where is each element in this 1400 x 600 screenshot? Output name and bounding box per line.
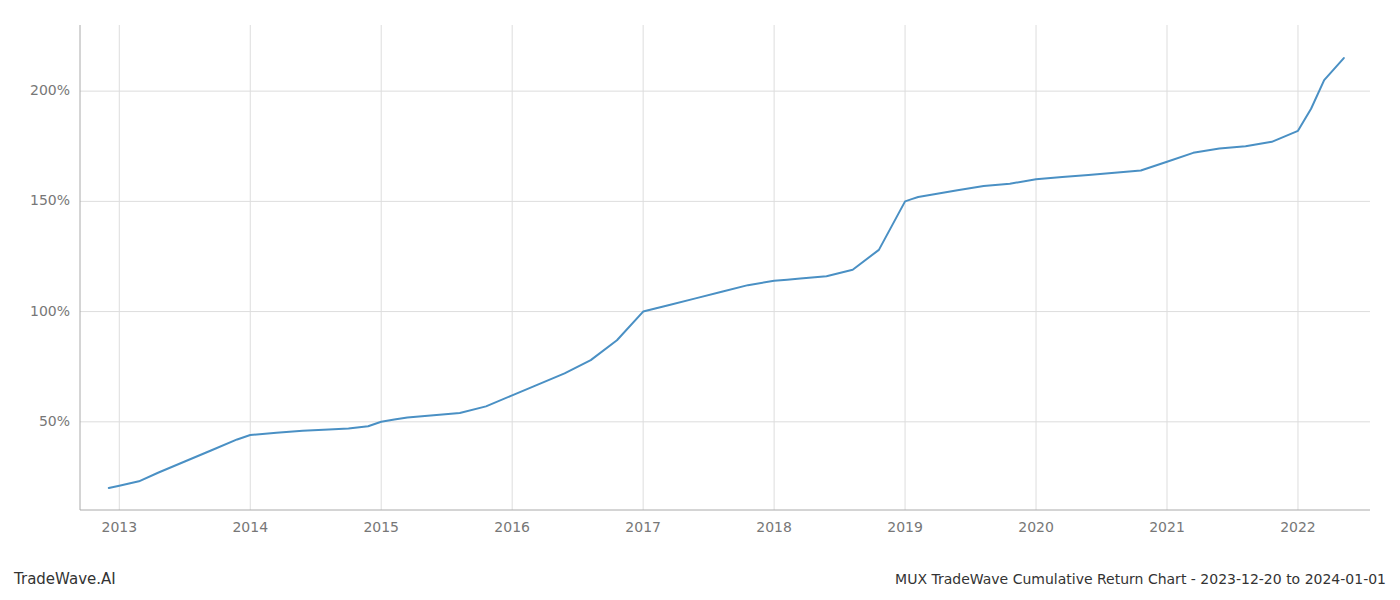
x-tick-label: 2017 [625, 519, 661, 535]
chart: 50% 100% 150% 200% 2013 2014 2015 2016 2017 2018 2… [0, 0, 1400, 600]
x-tick-label: 2015 [363, 519, 399, 535]
x-grid-line [1297, 25, 1298, 510]
x-tick-label: 2013 [101, 519, 137, 535]
y-tick-label: 100% [30, 303, 70, 319]
x-tick-label: 2014 [232, 519, 268, 535]
x-tick-label: 2022 [1280, 519, 1316, 535]
grid [80, 25, 1370, 510]
x-grid-line [381, 25, 382, 510]
x-grid-line [512, 25, 513, 510]
x-tick-label: 2016 [494, 519, 530, 535]
x-grid-line [250, 25, 251, 510]
y-grid-line [80, 421, 1370, 422]
x-axis-line [80, 510, 1370, 511]
return-line [109, 58, 1344, 488]
x-grid-line [1167, 25, 1168, 510]
x-grid-line [1036, 25, 1037, 510]
y-grid-line [80, 91, 1370, 92]
y-tick-label: 200% [30, 82, 70, 98]
watermark: TradeWave.AI [13, 570, 116, 588]
y-tick-label: 50% [39, 413, 70, 429]
plot-area [109, 58, 1344, 488]
x-tick-label: 2020 [1018, 519, 1054, 535]
x-grid-line [643, 25, 644, 510]
y-axis-line [80, 25, 81, 510]
x-grid-line [774, 25, 775, 510]
x-tick-label: 2018 [756, 519, 792, 535]
y-grid-line [80, 201, 1370, 202]
y-grid-line [80, 311, 1370, 312]
title: MUX TradeWave Cumulative Return Chart - … [895, 571, 1386, 587]
x-grid-line [905, 25, 906, 510]
axes: 50% 100% 150% 200% 2013 2014 2015 2016 2017 2018 2… [30, 25, 1370, 535]
x-grid-line [119, 25, 120, 510]
y-tick-label: 150% [30, 192, 70, 208]
x-tick-label: 2021 [1149, 519, 1185, 535]
x-tick-label: 2019 [887, 519, 923, 535]
